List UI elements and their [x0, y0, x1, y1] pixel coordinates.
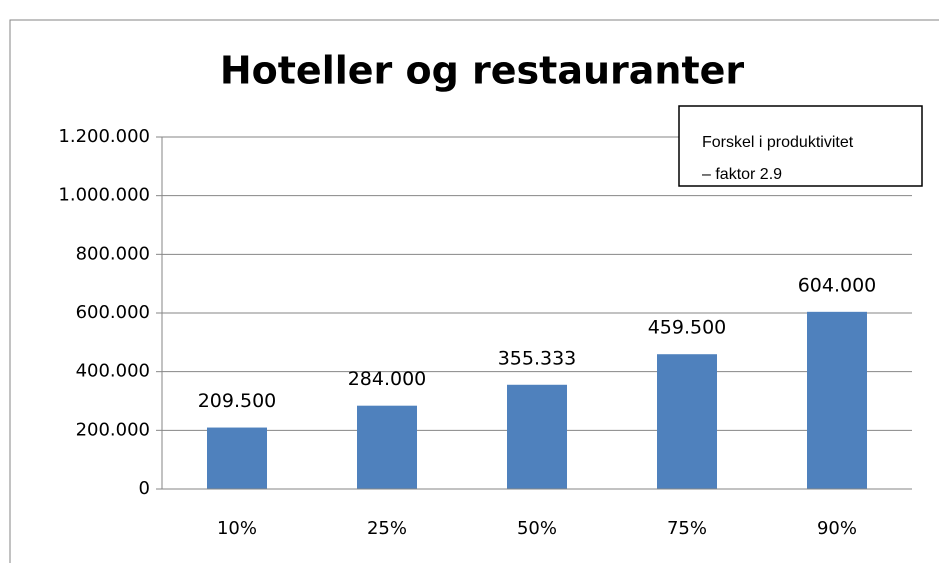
data-label: 355.333 — [498, 347, 577, 369]
y-tick-label: 200.000 — [76, 419, 150, 440]
annotation: Forskel i produktivitet – faktor 2.9 — [702, 134, 854, 183]
annotation-box — [678, 105, 923, 187]
bar — [807, 311, 867, 489]
x-tick-label: 25% — [367, 518, 407, 539]
y-tick-label: 600.000 — [76, 302, 150, 323]
x-tick-label: 10% — [217, 518, 257, 539]
bar — [657, 354, 717, 489]
annotation-line: – faktor 2.9 — [702, 166, 782, 183]
data-label: 604.000 — [798, 274, 877, 296]
y-tick-label: 1.000.000 — [58, 185, 150, 206]
y-tick-label: 0 — [139, 478, 150, 499]
y-tick-label: 800.000 — [76, 243, 150, 264]
annotation-line: Forskel i produktivitet — [702, 134, 854, 151]
bar — [207, 427, 267, 489]
y-tick-label: 1.200.000 — [58, 126, 150, 147]
data-label: 209.500 — [198, 390, 277, 412]
x-tick-label: 75% — [667, 518, 707, 539]
y-tick-label: 400.000 — [76, 361, 150, 382]
bar — [507, 384, 567, 489]
chart-title: Hoteller og restauranter — [220, 49, 745, 93]
x-tick-label: 50% — [517, 518, 557, 539]
data-label: 459.500 — [648, 317, 727, 339]
x-tick-label: 90% — [817, 518, 857, 539]
data-label: 284.000 — [348, 368, 427, 390]
bar — [357, 405, 417, 489]
